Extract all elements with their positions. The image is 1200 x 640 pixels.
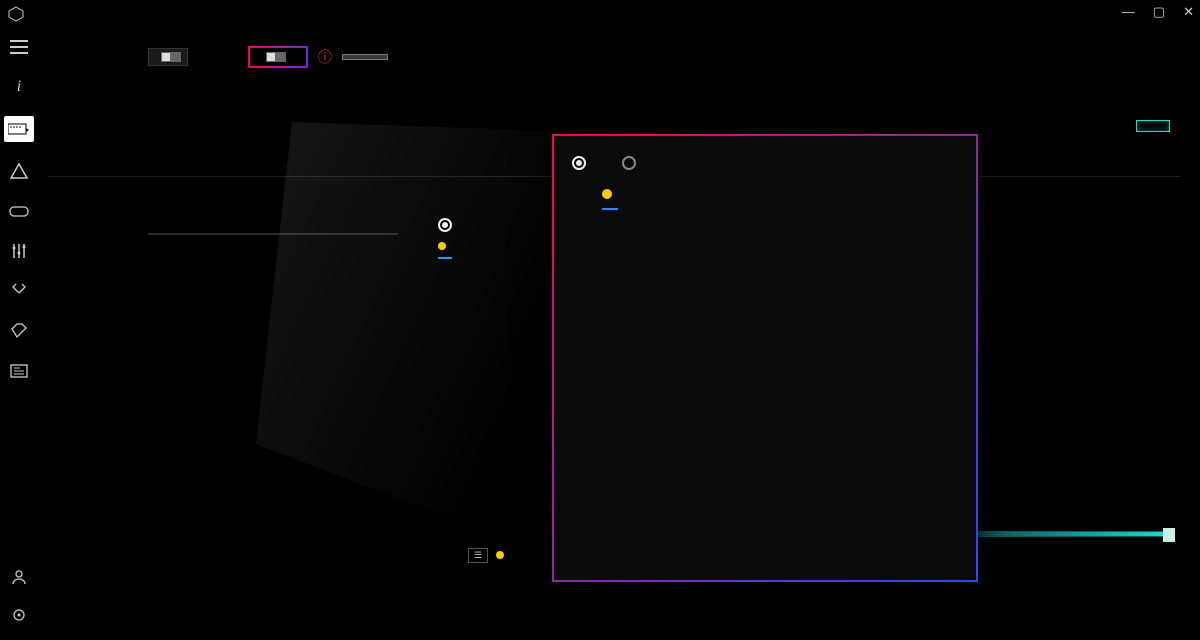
nav-tools-icon[interactable] — [8, 280, 30, 302]
window-controls: — ▢ ✕ — [1122, 4, 1194, 20]
minimize-button[interactable]: — — [1122, 4, 1135, 20]
nav-tag-icon[interactable] — [8, 320, 30, 342]
app-logo-icon — [8, 6, 24, 22]
zoom-legend — [602, 186, 958, 216]
ai-cooling-frame — [248, 46, 308, 68]
smart-mode-radio[interactable] — [572, 156, 586, 170]
nav-menu-icon[interactable] — [8, 36, 30, 58]
nav-news-icon[interactable] — [8, 360, 30, 382]
maximize-button[interactable]: ▢ — [1153, 4, 1165, 20]
list-icon[interactable]: ☰ — [468, 548, 488, 563]
toolbar: ⓘ — [148, 46, 1200, 68]
close-button[interactable]: ✕ — [1183, 4, 1194, 20]
reset-button[interactable] — [342, 54, 388, 60]
nav-keyboard-icon[interactable] — [4, 116, 34, 142]
small-chart-svg — [438, 272, 558, 472]
main-toggle[interactable] — [148, 48, 188, 66]
titlebar — [0, 0, 1200, 28]
radio-on-icon[interactable] — [438, 218, 452, 232]
sidebar: i — [0, 28, 38, 640]
info-icon[interactable]: ⓘ — [318, 47, 332, 67]
cpu-temp-status: ☰ — [468, 548, 508, 563]
rpm-dot-icon — [438, 242, 446, 250]
fan-list — [148, 233, 398, 235]
main-content: ⓘ ☰ — [38, 28, 1200, 640]
nav-info-icon[interactable]: i — [8, 76, 30, 98]
zoom-panel — [552, 134, 978, 582]
big-chart-svg[interactable] — [572, 222, 962, 522]
ai-cooling-toggle[interactable] — [260, 52, 286, 62]
nav-triangle-icon[interactable] — [8, 160, 30, 182]
nav-controller-icon[interactable] — [8, 200, 30, 222]
nav-sliders-icon[interactable] — [8, 240, 30, 262]
nav-user-icon[interactable] — [8, 566, 30, 588]
nav-settings-icon[interactable] — [8, 604, 30, 626]
fixed-mode-radio[interactable] — [622, 156, 636, 170]
auto-tuning-button[interactable] — [1136, 120, 1170, 132]
ai-line-icon — [438, 257, 452, 259]
